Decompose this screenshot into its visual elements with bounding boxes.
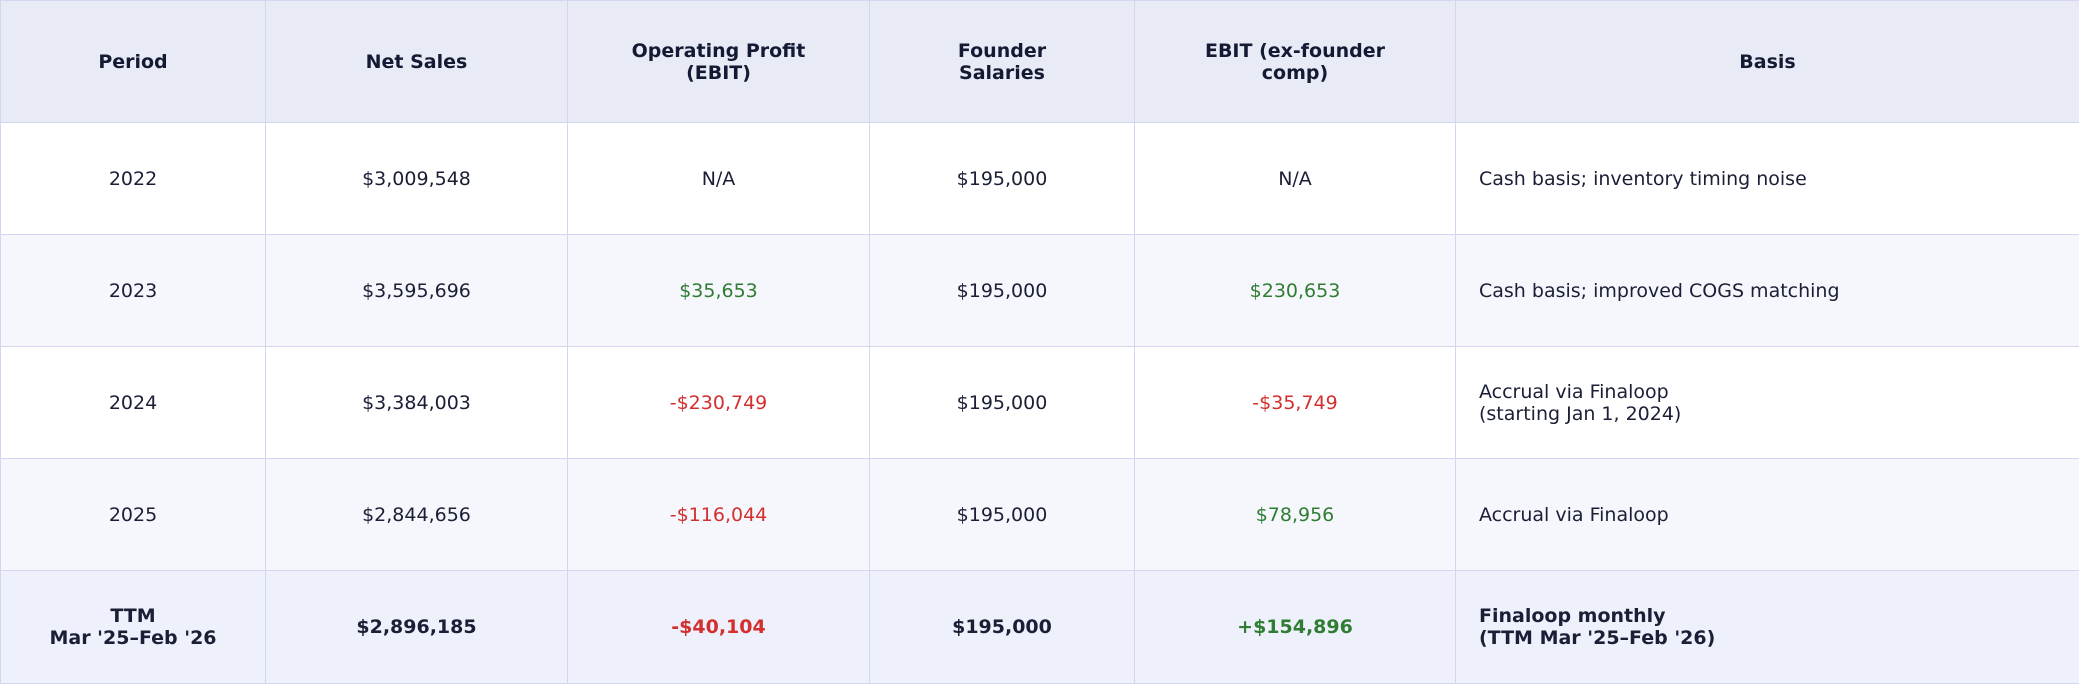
table-row: 2022 $3,009,548 N/A $195,000 N/A Cash ba… (1, 123, 2079, 235)
ttm-total-row: TTM Mar '25–Feb '26 $2,896,185 -$40,104 … (1, 571, 2079, 684)
cell-ebit-ex-founder: $230,653 (1135, 235, 1456, 347)
table-row: 2024 $3,384,003 -$230,749 $195,000 -$35,… (1, 347, 2079, 459)
cell-net-sales: $2,844,656 (266, 459, 568, 571)
cell-ebit-ex-founder: -$35,749 (1135, 347, 1456, 459)
cell-net-sales: $3,595,696 (266, 235, 568, 347)
cell-founder-salaries: $195,000 (870, 347, 1135, 459)
cell-net-sales: $2,896,185 (266, 571, 568, 684)
cell-basis: Accrual via Finaloop (starting Jan 1, 20… (1456, 347, 2079, 459)
cell-ebit: -$230,749 (568, 347, 870, 459)
cell-period: 2025 (1, 459, 266, 571)
cell-period: TTM Mar '25–Feb '26 (1, 571, 266, 684)
header-period: Period (1, 1, 266, 123)
header-row: Period Net Sales Operating Profit (EBIT)… (1, 1, 2079, 123)
header-ebit-ex-founder: EBIT (ex-founder comp) (1135, 1, 1456, 123)
cell-founder-salaries: $195,000 (870, 123, 1135, 235)
cell-ebit: N/A (568, 123, 870, 235)
cell-period: 2023 (1, 235, 266, 347)
cell-founder-salaries: $195,000 (870, 235, 1135, 347)
cell-basis: Finaloop monthly (TTM Mar '25–Feb '26) (1456, 571, 2079, 684)
cell-founder-salaries: $195,000 (870, 459, 1135, 571)
cell-ebit: -$40,104 (568, 571, 870, 684)
header-founder-salaries: Founder Salaries (870, 1, 1135, 123)
header-basis: Basis (1456, 1, 2079, 123)
cell-ebit-ex-founder: N/A (1135, 123, 1456, 235)
cell-basis: Cash basis; inventory timing noise (1456, 123, 2079, 235)
cell-founder-salaries: $195,000 (870, 571, 1135, 684)
cell-net-sales: $3,384,003 (266, 347, 568, 459)
cell-ebit-ex-founder: +$154,896 (1135, 571, 1456, 684)
cell-basis: Cash basis; improved COGS matching (1456, 235, 2079, 347)
header-net-sales: Net Sales (266, 1, 568, 123)
cell-basis: Accrual via Finaloop (1456, 459, 2079, 571)
cell-ebit: $35,653 (568, 235, 870, 347)
header-operating-profit: Operating Profit (EBIT) (568, 1, 870, 123)
cell-period: 2024 (1, 347, 266, 459)
cell-ebit-ex-founder: $78,956 (1135, 459, 1456, 571)
cell-net-sales: $3,009,548 (266, 123, 568, 235)
cell-ebit: -$116,044 (568, 459, 870, 571)
cell-period: 2022 (1, 123, 266, 235)
table-row: 2025 $2,844,656 -$116,044 $195,000 $78,9… (1, 459, 2079, 571)
table-row: 2023 $3,595,696 $35,653 $195,000 $230,65… (1, 235, 2079, 347)
